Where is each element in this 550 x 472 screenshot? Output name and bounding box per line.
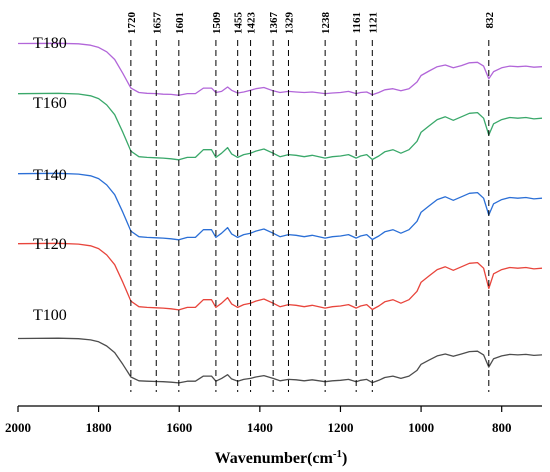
series-line-t140: [17, 172, 543, 241]
peak-label-1601: 1601: [174, 12, 186, 34]
x-axis-title: Wavenumber(cm-1): [215, 448, 348, 467]
peak-label-1121: 1121: [367, 12, 379, 33]
peak-label-1720: 1720: [126, 12, 138, 35]
series-line-t160: [17, 92, 543, 161]
series-label-t160: T160: [33, 95, 67, 112]
peak-label-1329: 1329: [283, 12, 295, 35]
x-tick-label-1200: 1200: [327, 420, 353, 435]
peak-label-1367: 1367: [268, 12, 280, 35]
x-axis-title-superscript: -1: [333, 448, 342, 460]
x-tick-label-800: 800: [492, 420, 512, 435]
x-tick-label-1400: 1400: [247, 420, 273, 435]
x-tick-label-1600: 1600: [166, 420, 192, 435]
x-tick-label-1800: 1800: [86, 420, 112, 435]
series-line-t180: [17, 42, 543, 96]
peak-marker-layer: 1720 1657 1601 1509 1455 1423 1367 1329 1238 1161…: [126, 12, 496, 392]
series-line-t100: [17, 337, 543, 384]
series-label-t100: T100: [33, 307, 67, 324]
series-label-t120: T120: [33, 236, 67, 253]
series-label-t180: T180: [33, 35, 67, 52]
x-axis: 2000 1800 1600 1400 1200 1000 800: [5, 405, 542, 435]
x-tick-label-1000: 1000: [408, 420, 434, 435]
peak-label-1423: 1423: [246, 12, 258, 35]
peak-label-1657: 1657: [151, 12, 163, 35]
series-label-t140: T140: [33, 167, 67, 184]
peak-label-832: 832: [484, 12, 496, 29]
series-line-t120: [17, 242, 543, 311]
x-tick-label-2000: 2000: [5, 420, 31, 435]
peak-label-1161: 1161: [351, 12, 363, 33]
peak-label-1455: 1455: [233, 12, 245, 35]
series-layer: T180 T160 T140 T120 T100: [17, 35, 543, 384]
peak-label-1238: 1238: [320, 12, 332, 35]
peak-label-1509: 1509: [211, 12, 223, 35]
